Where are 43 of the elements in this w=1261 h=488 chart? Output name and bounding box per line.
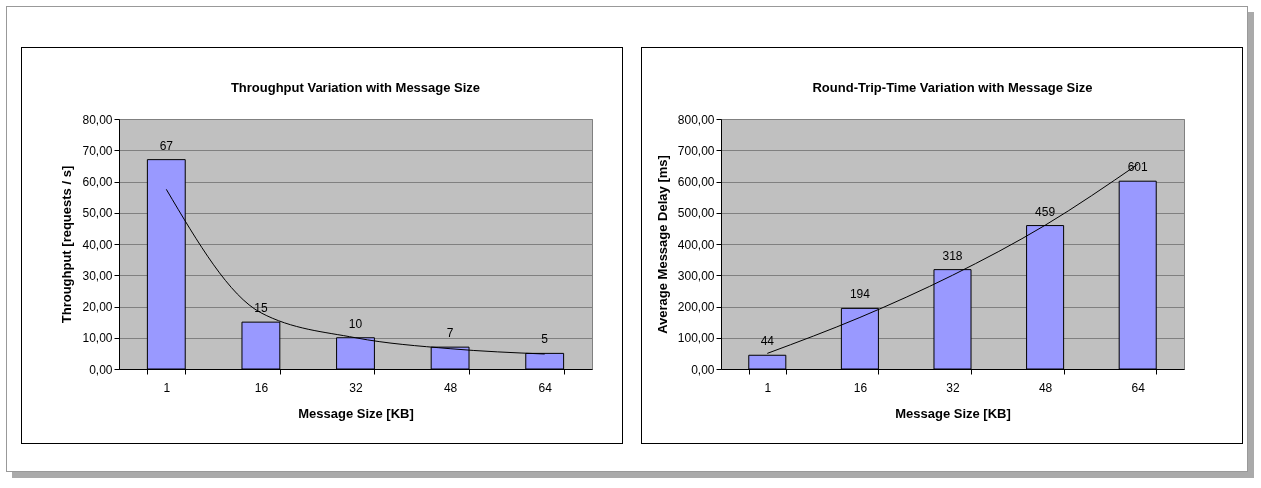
y-tick-label: 200,00	[677, 300, 715, 314]
y-tick-label: 30,00	[82, 268, 113, 283]
data-label: 67	[159, 138, 174, 153]
x-tick-label: 64	[1131, 380, 1146, 395]
y-tick-label: 100,00	[677, 331, 715, 346]
data-label: 10	[348, 316, 363, 331]
chart-title: Round-Trip-Time Variation with Message Size	[812, 80, 1093, 95]
x-tick-label: 32	[349, 380, 363, 395]
data-label: 15	[254, 301, 268, 316]
data-label: 318	[942, 248, 963, 263]
y-axis-title: Average Message Delay [ms]	[654, 155, 670, 334]
y-tick-label: 300,00	[677, 268, 715, 283]
y-tick-label: 10,00	[82, 331, 113, 346]
data-label: 194	[849, 287, 871, 302]
x-tick-label: 32	[946, 380, 960, 395]
y-tick-label: 700,00	[677, 143, 715, 158]
data-label: 5	[541, 332, 549, 347]
x-tick-label: 48	[1038, 380, 1053, 395]
y-tick-label: 500,00	[677, 206, 715, 221]
y-axis-title: Throughput [requests / s]	[59, 165, 75, 324]
y-tick-label: 0,00	[89, 362, 113, 377]
y-tick-label: 800,00	[677, 112, 715, 127]
x-tick-label: 16	[254, 380, 269, 395]
y-tick-label: 20,00	[82, 300, 113, 314]
y-tick-label: 70,00	[82, 143, 113, 158]
y-tick-label: 40,00	[82, 237, 113, 252]
y-tick-label: 0,00	[691, 362, 715, 377]
y-tick-label: 80,00	[82, 112, 113, 127]
data-label: 7	[446, 326, 454, 341]
y-tick-label: 60,00	[82, 175, 113, 189]
y-tick-label: 400,00	[677, 237, 715, 252]
chart-title: Throughput Variation with Message Size	[230, 80, 481, 95]
x-tick-label: 16	[853, 380, 868, 395]
y-tick-label: 50,00	[82, 206, 113, 221]
x-axis-title: Message Size [KB]	[298, 405, 414, 421]
x-tick-label: 64	[538, 380, 553, 395]
data-label: 459	[1035, 204, 1056, 219]
x-axis-title: Message Size [KB]	[895, 405, 1011, 421]
x-tick-label: 1	[764, 380, 772, 395]
y-tick-label: 600,00	[677, 175, 715, 189]
x-tick-label: 48	[443, 380, 458, 395]
data-label: 44	[760, 334, 775, 349]
x-tick-label: 1	[163, 380, 171, 395]
